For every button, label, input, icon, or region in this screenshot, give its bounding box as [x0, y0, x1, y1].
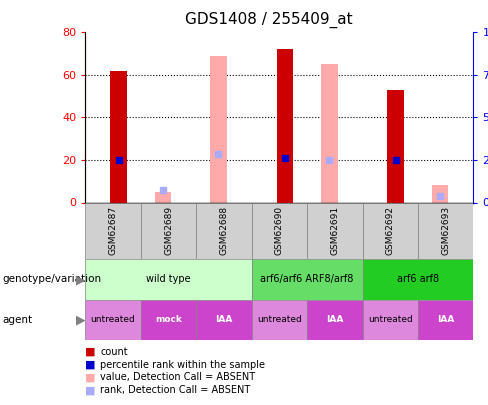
Bar — [321, 64, 338, 202]
Text: IAA: IAA — [437, 315, 454, 324]
Text: ■: ■ — [85, 347, 96, 356]
Text: value, Detection Call = ABSENT: value, Detection Call = ABSENT — [100, 373, 255, 382]
Text: GSM62692: GSM62692 — [386, 207, 395, 255]
Text: GSM62690: GSM62690 — [275, 206, 284, 256]
Text: ▶: ▶ — [76, 313, 85, 326]
Text: rank, Detection Call = ABSENT: rank, Detection Call = ABSENT — [100, 386, 250, 395]
Text: arf6/arf6 ARF8/arf8: arf6/arf6 ARF8/arf8 — [261, 275, 354, 284]
Bar — [252, 300, 307, 340]
Bar — [432, 185, 448, 202]
Bar — [141, 300, 196, 340]
Text: untreated: untreated — [257, 315, 302, 324]
Bar — [210, 56, 227, 202]
Text: GSM62688: GSM62688 — [220, 206, 228, 256]
Text: IAA: IAA — [326, 315, 344, 324]
Bar — [307, 202, 363, 259]
Bar — [277, 49, 293, 202]
Text: percentile rank within the sample: percentile rank within the sample — [100, 360, 265, 369]
Text: GSM62689: GSM62689 — [164, 206, 173, 256]
Bar — [85, 259, 252, 300]
Text: IAA: IAA — [215, 315, 233, 324]
Text: GSM62687: GSM62687 — [109, 206, 118, 256]
Text: ■: ■ — [85, 360, 96, 369]
Bar — [196, 202, 252, 259]
Text: untreated: untreated — [368, 315, 412, 324]
Bar — [307, 300, 363, 340]
Text: GDS1408 / 255409_at: GDS1408 / 255409_at — [184, 12, 352, 28]
Text: arf6 arf8: arf6 arf8 — [397, 275, 439, 284]
Bar — [252, 259, 363, 300]
Bar — [387, 90, 404, 202]
Text: GSM62693: GSM62693 — [441, 206, 450, 256]
Bar — [418, 300, 473, 340]
Bar — [363, 300, 418, 340]
Text: ■: ■ — [85, 386, 96, 395]
Text: untreated: untreated — [91, 315, 136, 324]
Text: mock: mock — [155, 315, 182, 324]
Bar — [85, 300, 141, 340]
Bar — [155, 192, 171, 202]
Text: count: count — [100, 347, 128, 356]
Text: wild type: wild type — [146, 275, 191, 284]
Text: agent: agent — [2, 315, 33, 325]
Bar — [252, 202, 307, 259]
Text: genotype/variation: genotype/variation — [2, 275, 102, 284]
Text: ■: ■ — [85, 373, 96, 382]
Bar — [110, 71, 127, 202]
Bar — [363, 202, 418, 259]
Bar — [196, 300, 252, 340]
Bar — [418, 202, 473, 259]
Bar — [141, 202, 196, 259]
Bar — [85, 202, 141, 259]
Bar — [363, 259, 473, 300]
Text: GSM62691: GSM62691 — [330, 206, 339, 256]
Text: ▶: ▶ — [76, 273, 85, 286]
